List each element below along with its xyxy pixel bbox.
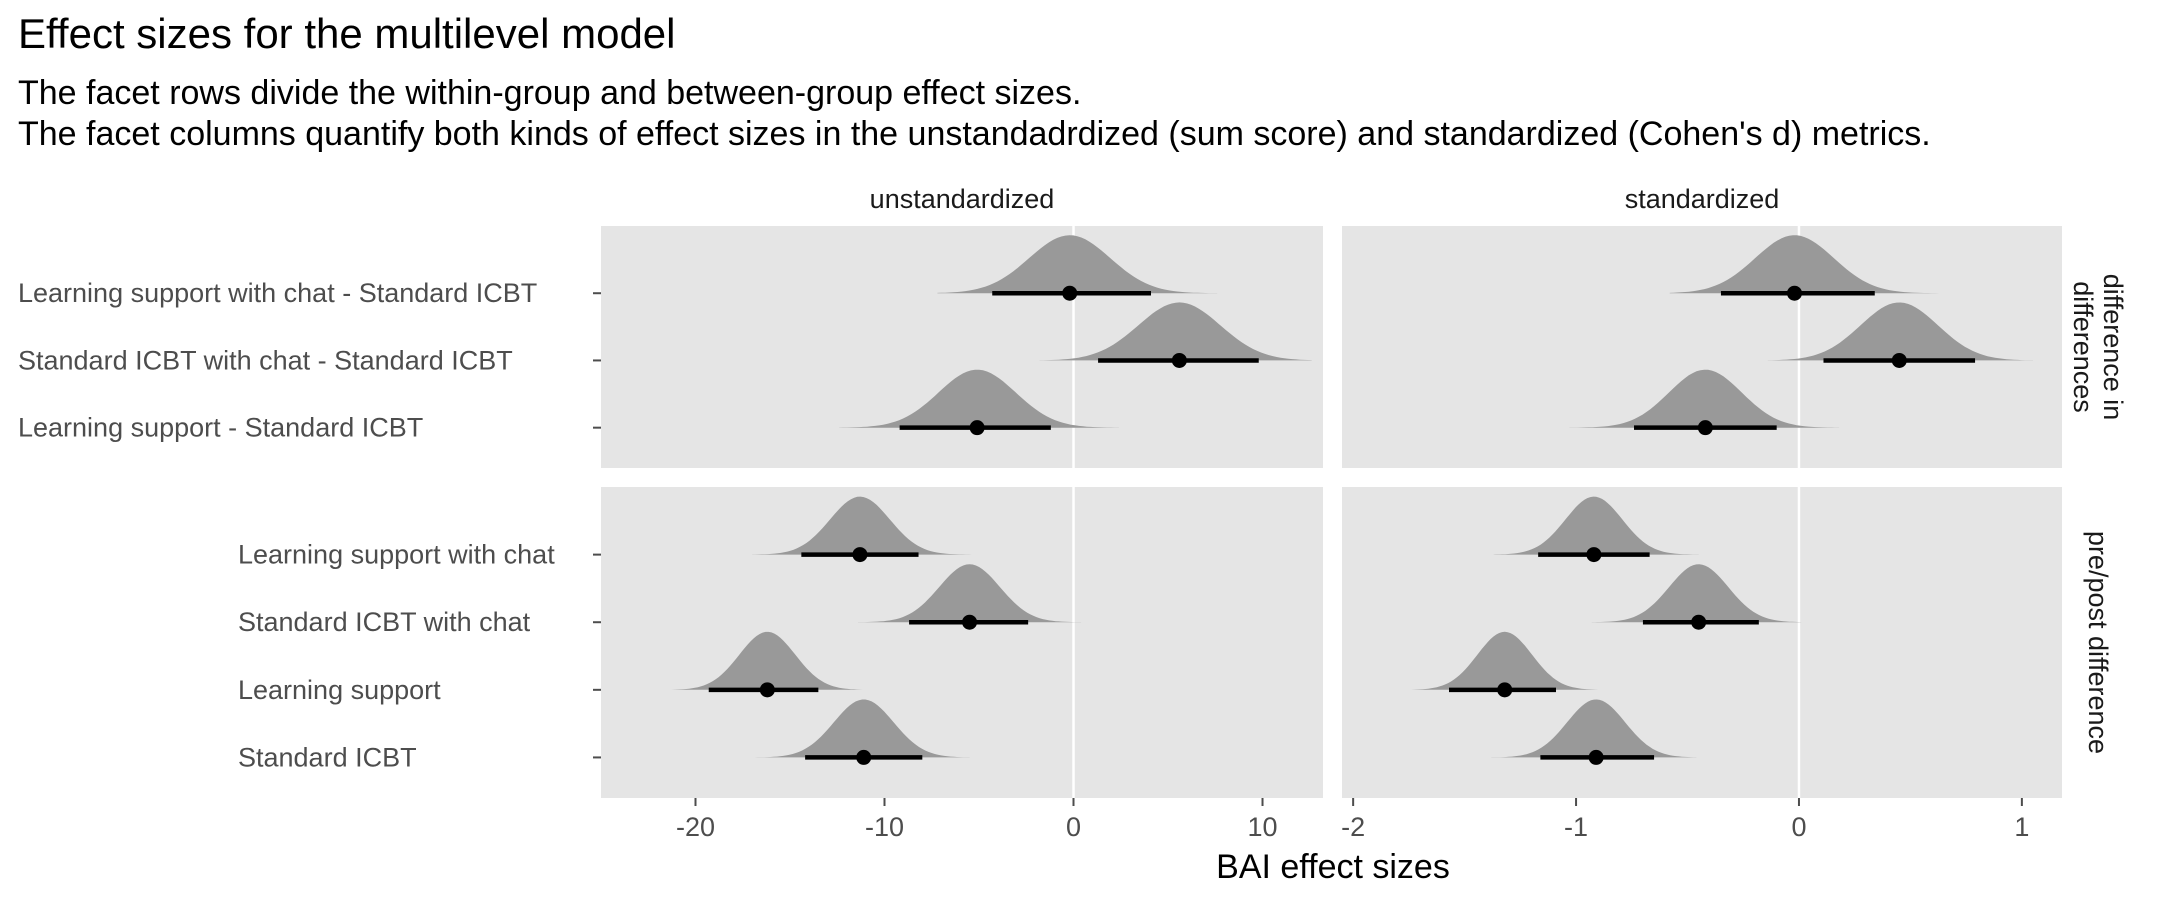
y-tick-label: Standard ICBT with chat - Standard ICBT — [18, 345, 513, 375]
posterior-density — [937, 235, 1218, 294]
x-axis-title: BAI effect sizes — [1216, 848, 1450, 886]
facet-panels: unstandardized standardized difference ind… — [18, 184, 2128, 842]
posterior-density — [858, 564, 1082, 623]
point-estimate — [1691, 614, 1707, 630]
x-tick-label: -2 — [1341, 812, 1365, 842]
point-estimate — [1697, 420, 1713, 436]
row-strip-label-line: pre/post difference — [2083, 531, 2113, 754]
y-tick-label: Standard ICBT — [238, 742, 417, 772]
point-estimate — [1588, 749, 1604, 765]
row-strip-label-line: differences — [2068, 281, 2098, 413]
chart-subtitle-line-1: The facet rows divide the within-group a… — [18, 74, 1081, 112]
chart-subtitle-line-2: The facet columns quantify both kinds of… — [18, 115, 1931, 153]
x-tick-label: 0 — [1066, 812, 1081, 842]
posterior-density — [748, 699, 970, 758]
posterior-density — [1039, 302, 1312, 361]
row-strip-label: pre/post difference — [2083, 531, 2113, 754]
y-tick-label: Learning support with chat — [238, 540, 555, 570]
column-strip-label: unstandardized — [870, 184, 1055, 214]
column-strip-label: standardized — [1625, 184, 1780, 214]
posterior-density — [1669, 235, 1940, 294]
point-estimate — [962, 614, 978, 630]
posterior-density — [1491, 699, 1697, 758]
facet-panel — [601, 487, 1323, 798]
point-estimate — [1171, 352, 1187, 368]
posterior-density — [1591, 564, 1802, 623]
x-tick-label: -1 — [1564, 812, 1588, 842]
x-tick-label: -20 — [676, 812, 715, 842]
chart-title: Effect sizes for the multilevel model — [18, 10, 676, 57]
panel-background — [1342, 487, 2062, 798]
point-estimate — [856, 749, 872, 765]
x-tick-label: 0 — [1791, 812, 1806, 842]
y-tick-label: Learning support — [238, 675, 441, 705]
posterior-density — [659, 631, 866, 690]
posterior-density — [839, 369, 1119, 428]
posterior-density — [1767, 302, 2033, 361]
posterior-density — [752, 496, 976, 555]
point-estimate — [1891, 352, 1907, 368]
x-tick-label: 1 — [2014, 812, 2029, 842]
point-estimate — [1586, 547, 1602, 563]
point-estimate — [759, 682, 775, 698]
point-estimate — [1062, 285, 1078, 301]
panel-background — [601, 487, 1323, 798]
facet-panel — [1342, 487, 2062, 798]
x-tick-label: 10 — [1247, 812, 1277, 842]
facet-panel — [1342, 226, 2062, 468]
point-estimate — [969, 420, 985, 436]
y-tick-label: Learning support - Standard ICBT — [18, 413, 423, 443]
posterior-density — [1400, 631, 1599, 690]
facet-panel — [601, 226, 1323, 468]
point-estimate — [852, 547, 868, 563]
x-tick-label: -10 — [865, 812, 904, 842]
point-estimate — [1497, 682, 1513, 698]
posterior-density — [1493, 496, 1699, 555]
row-strip-label-line: difference in — [2098, 274, 2128, 421]
y-tick-label: Learning support with chat - Standard IC… — [18, 278, 537, 308]
y-tick-label: Standard ICBT with chat — [238, 607, 531, 637]
point-estimate — [1787, 285, 1803, 301]
posterior-density — [1569, 369, 1840, 428]
